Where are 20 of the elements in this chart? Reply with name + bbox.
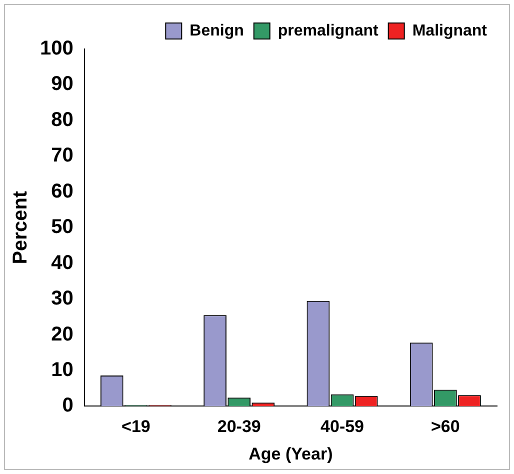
legend-label: Malignant (412, 22, 488, 40)
legend-label: Benign (190, 22, 244, 40)
y-tick-label: 50 (51, 216, 74, 238)
y-axis-title: Percent (10, 190, 32, 264)
y-tick-label: 30 (51, 288, 74, 310)
y-tick-label: 0 (62, 394, 74, 417)
y-tick-label: 40 (51, 252, 74, 274)
x-tick-label: <19 (122, 417, 150, 436)
y-tick-label: 100 (40, 38, 74, 60)
legend-label: premalignant (278, 22, 380, 40)
y-tick-label: 10 (51, 358, 74, 381)
x-axis-title: Age (Year) (248, 444, 333, 464)
x-tick-label: 40-59 (320, 417, 364, 436)
y-tick-label: 80 (51, 108, 74, 131)
y-tick-label: 70 (51, 144, 74, 167)
y-tick-label: 90 (51, 73, 74, 96)
y-tick-label: 60 (51, 180, 74, 202)
x-tick-label: >60 (431, 417, 460, 436)
y-tick-label: 20 (51, 323, 74, 346)
x-tick-label: 20-39 (217, 417, 261, 436)
